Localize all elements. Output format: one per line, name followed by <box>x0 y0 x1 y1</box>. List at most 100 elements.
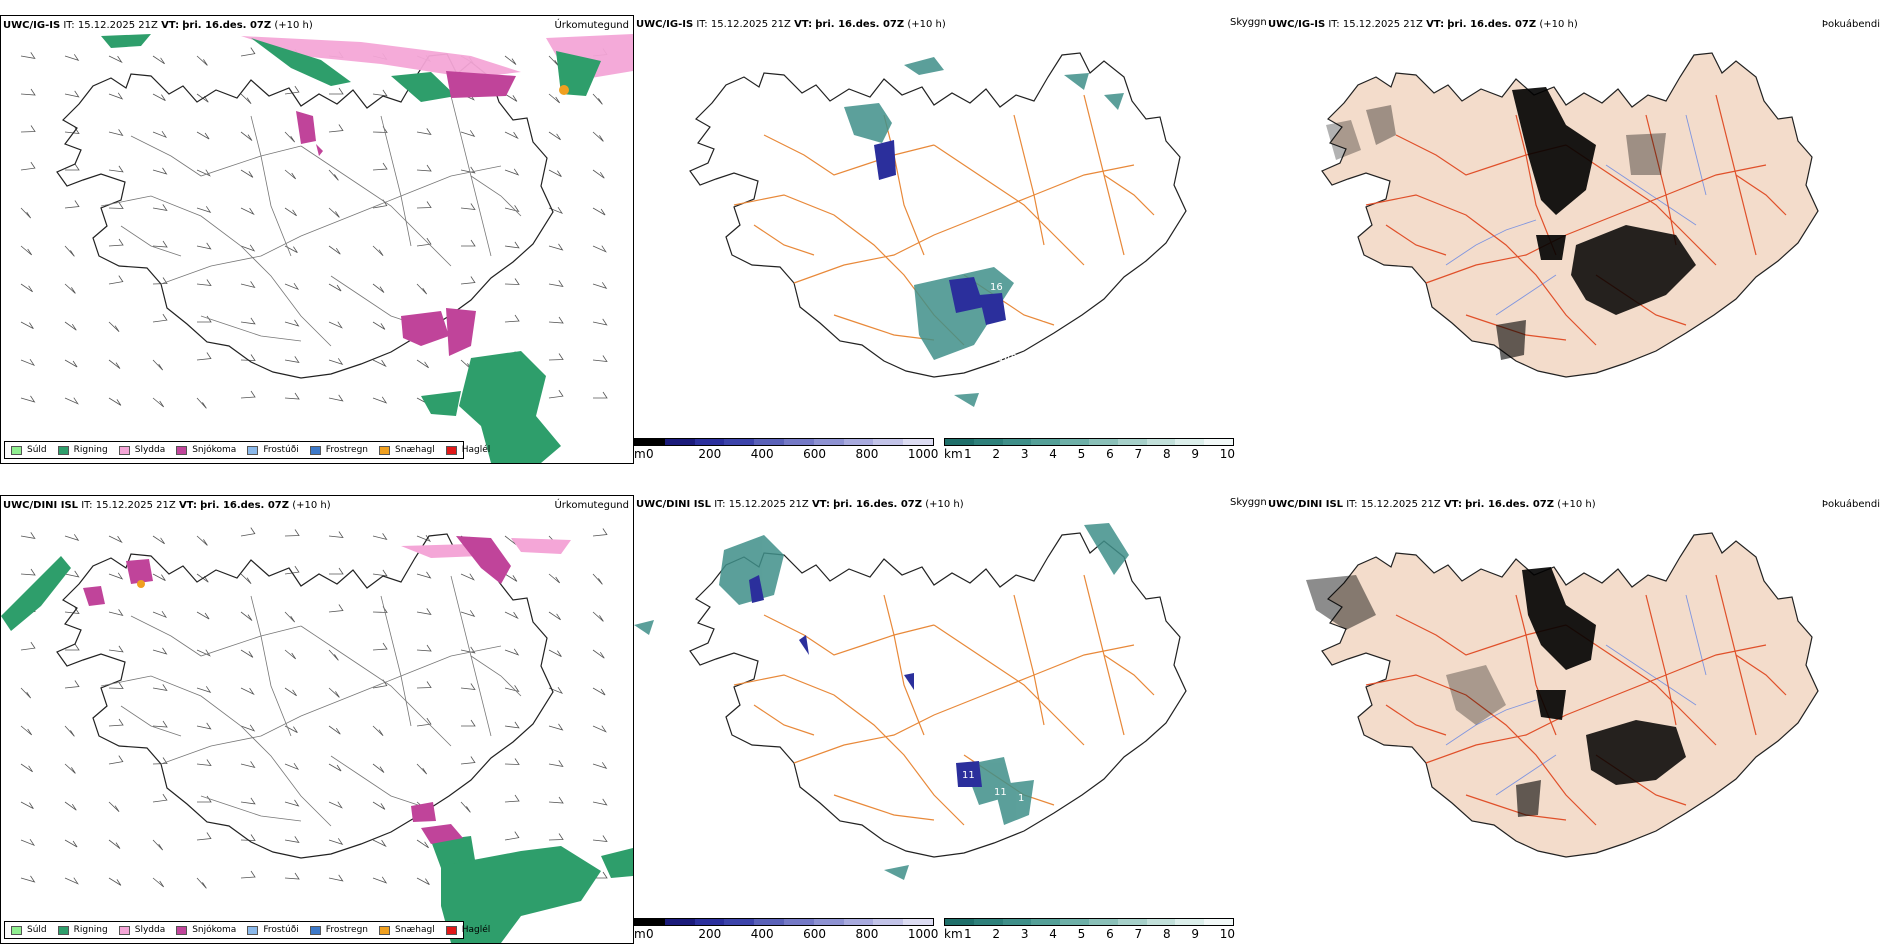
road-line <box>300 625 452 747</box>
colorbar-tick-label: 400 <box>750 447 774 461</box>
ceiling-areas <box>874 140 1006 325</box>
wind-barb <box>504 721 520 729</box>
wind-barb <box>372 642 388 651</box>
wind-barb <box>196 759 212 766</box>
colorbar-tick-label: 1000 <box>907 447 939 461</box>
wind-barb <box>240 390 256 399</box>
wind-barb <box>460 646 476 654</box>
legend-swatch <box>11 925 22 935</box>
colorbar-segment <box>1031 919 1061 925</box>
wind-barb <box>20 321 34 329</box>
wind-barb <box>240 131 253 141</box>
wind-barb <box>196 686 212 694</box>
wind-barb <box>284 565 300 575</box>
colorbar-segment <box>813 439 844 445</box>
wind-barb <box>64 90 80 98</box>
wind-barb <box>240 870 256 879</box>
colorbar-tick-label: 6 <box>1106 927 1114 941</box>
road-line <box>883 114 925 256</box>
fog-header-row1: UWC/IG-IS IT: 15.12.2025 21Z VT: þri. 16… <box>1268 19 1578 30</box>
wind-barb <box>152 877 165 888</box>
wind-barb <box>460 276 476 285</box>
colorbar-segment <box>1117 439 1147 445</box>
wind-barb <box>284 207 297 217</box>
wind-barb <box>372 725 384 736</box>
wind-barb <box>284 169 297 180</box>
wind-barb <box>64 534 80 542</box>
colorbar-segment <box>694 919 725 925</box>
wind-barb <box>284 282 300 291</box>
wind-barb <box>64 283 76 294</box>
wind-barb <box>108 165 124 173</box>
wind-barb <box>240 611 253 621</box>
wind-barb <box>284 319 300 327</box>
wind-barb <box>108 92 124 100</box>
wind-barb <box>504 314 520 323</box>
fog-map-row2 <box>1306 532 1819 858</box>
vis-value-label: 12 <box>1000 335 1013 346</box>
wind-barb <box>20 687 32 699</box>
wind-barb <box>64 725 75 737</box>
wind-barb <box>548 611 561 621</box>
wind-barb <box>548 760 564 767</box>
road-line <box>1365 674 1597 826</box>
legend-label: Snæhagl <box>395 445 435 455</box>
wind-barb <box>416 839 429 849</box>
wind-barb <box>196 722 212 730</box>
legend-label: Snjókoma <box>192 445 237 455</box>
vis-value-label: 11 <box>994 787 1007 798</box>
wind-barb <box>460 801 471 813</box>
wind-barb <box>196 611 210 620</box>
legend-swatch <box>57 925 69 935</box>
colorbar-tick-label: 9 <box>1191 447 1199 461</box>
legend-label: Súld <box>27 925 47 935</box>
legend-label: Frostúði <box>263 445 299 455</box>
wind-barb <box>64 245 75 257</box>
wind-barb <box>152 397 165 408</box>
wind-barb <box>328 801 343 809</box>
wind-barb <box>592 318 608 326</box>
road-line <box>833 794 935 821</box>
colorbar-segment <box>754 439 784 445</box>
precip-area-rigning <box>1 556 633 943</box>
legend-label: Slydda <box>134 445 166 455</box>
wind-barb <box>372 283 385 293</box>
legend-label: Rigning <box>73 445 108 455</box>
legend-label: Snjókoma <box>192 925 237 935</box>
wind-barb <box>504 55 517 65</box>
colorbar-segment <box>1031 439 1061 445</box>
colorbar-tick-label: 1 <box>964 447 972 461</box>
wind-barb <box>64 200 80 209</box>
colorbar-segment <box>783 919 814 925</box>
wind-barb <box>196 649 211 657</box>
wind-barb <box>372 162 388 171</box>
wind-barb <box>240 169 254 178</box>
wind-barb <box>152 277 168 285</box>
fog-panel-row2: UWC/DINI ISL IT: 15.12.2025 21Z VT: þri.… <box>1266 495 1900 944</box>
wind-barb <box>548 353 564 361</box>
fog-map-row1 <box>1321 52 1819 378</box>
wind-barb <box>372 763 385 773</box>
legend-item: Slydda <box>118 925 165 935</box>
fog-areas <box>1306 567 1686 817</box>
wind-barb <box>197 315 212 323</box>
wind-barb <box>20 801 34 809</box>
wind-barb <box>108 202 124 209</box>
wind-barb <box>196 93 209 103</box>
wind-barb <box>328 604 344 613</box>
wind-barb <box>20 283 33 293</box>
legend-item: Frostregn <box>309 445 368 455</box>
wind-barb <box>328 358 344 366</box>
colorbar-segment <box>1175 439 1205 445</box>
wind-barb <box>460 610 476 618</box>
wind-barb <box>548 169 562 177</box>
wind-barb <box>548 93 561 104</box>
road-line <box>1013 114 1045 246</box>
colorbar-segment <box>664 919 695 925</box>
wind-barb <box>108 535 123 544</box>
road-line <box>250 115 292 257</box>
road-line <box>380 115 412 247</box>
wind-barb <box>284 529 300 537</box>
colorbar-tick-label: 200 <box>698 927 722 941</box>
wind-barb <box>64 54 80 62</box>
